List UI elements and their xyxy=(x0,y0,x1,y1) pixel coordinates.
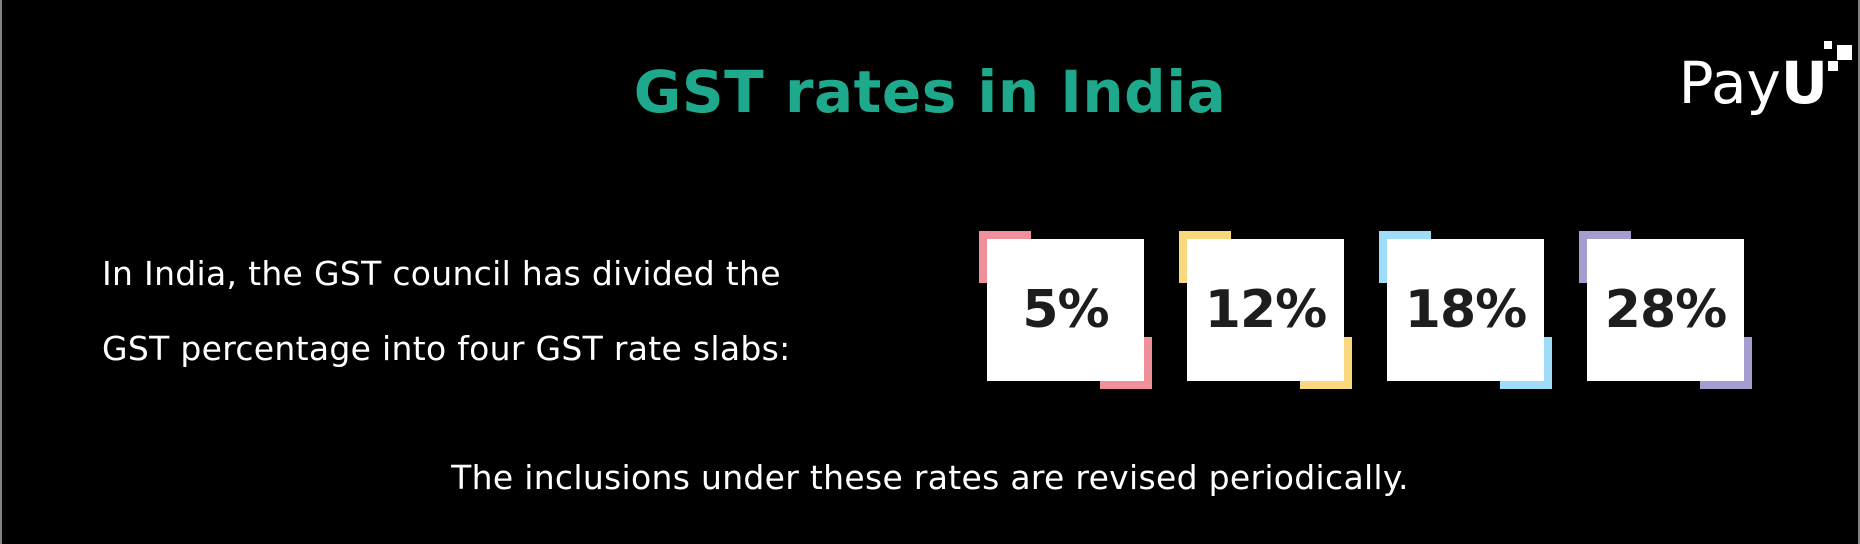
payu-logo: PayU xyxy=(1678,41,1852,117)
rate-card-label: 28% xyxy=(1604,280,1727,340)
payu-logo-text-bold: U xyxy=(1780,41,1852,117)
intro-line-2: GST percentage into four GST rate slabs: xyxy=(102,329,791,368)
logo-pixel-large-icon xyxy=(1837,45,1852,60)
rate-card-face: 12% xyxy=(1187,239,1344,381)
payu-logo-text-regular: Pay xyxy=(1678,49,1781,117)
intro-line-1: In India, the GST council has divided th… xyxy=(102,254,781,293)
rate-card-face: 5% xyxy=(987,239,1144,381)
rate-card-5: 5% xyxy=(979,231,1152,389)
logo-pixel-small-icon xyxy=(1824,41,1832,49)
rate-card-face: 28% xyxy=(1587,239,1744,381)
footer-text: The inclusions under these rates are rev… xyxy=(451,458,1409,497)
rate-card-label: 18% xyxy=(1404,280,1527,340)
page-title: GST rates in India xyxy=(633,58,1227,126)
rate-card-face: 18% xyxy=(1387,239,1544,381)
rate-card-label: 12% xyxy=(1204,280,1327,340)
rate-cards-row: 5% 12% 18% 28% xyxy=(979,231,1752,389)
rate-card-28: 28% xyxy=(1579,231,1752,389)
rate-card-18: 18% xyxy=(1379,231,1552,389)
rate-card-label: 5% xyxy=(1022,280,1109,340)
intro-text: In India, the GST council has divided th… xyxy=(102,236,791,386)
payu-logo-u-letter: U xyxy=(1780,49,1828,117)
logo-pixel-mid-icon xyxy=(1828,61,1838,71)
rate-card-12: 12% xyxy=(1179,231,1352,389)
